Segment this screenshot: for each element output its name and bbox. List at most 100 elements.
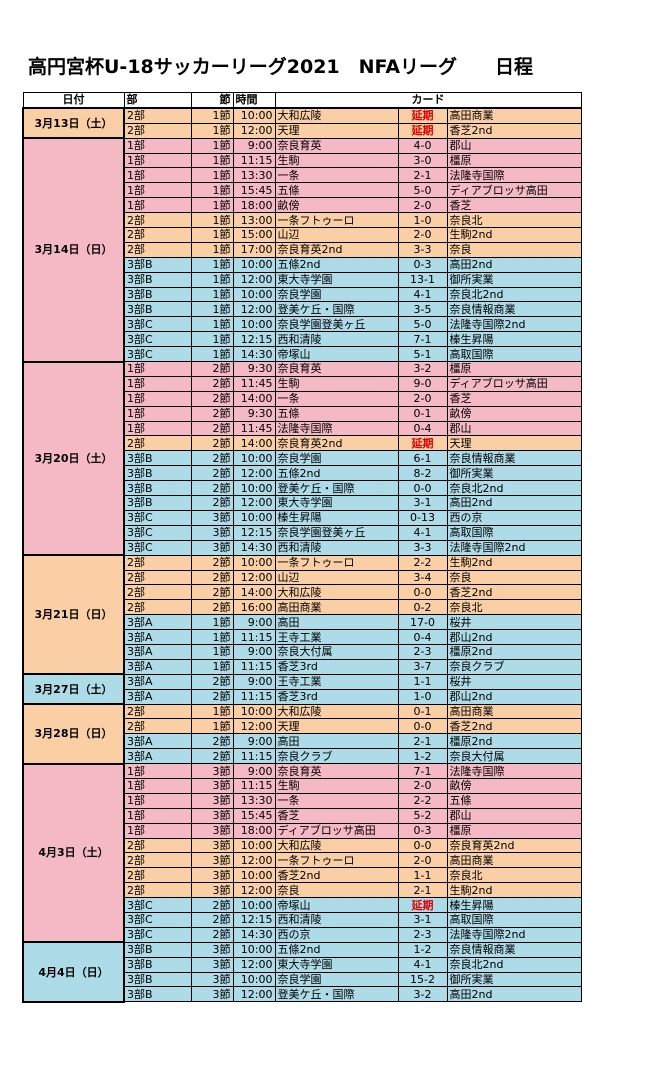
division: 2部 [123,107,192,124]
round: 2節 [190,688,234,705]
round: 3節 [190,792,234,809]
schedule-row: 3部B 2節 12:00 五條2nd 8-2 御所実業 [23,465,582,482]
home-team: 五條2nd [274,256,399,273]
score: 3-2 [397,986,448,1003]
away-team: 奈良育英2nd [446,837,582,854]
score: 3-4 [397,569,448,586]
score: 2-0 [397,777,448,794]
time: 12:15 [232,911,276,928]
time: 10:00 [232,703,276,720]
away-team: 天理 [446,435,582,452]
score: 延期 [397,897,448,913]
time: 14:00 [232,390,276,407]
round: 3節 [190,882,234,899]
away-team: 法隆寺国際2nd [446,316,582,333]
home-team: 奈良学園登美ヶ丘 [274,524,399,541]
away-team: 橿原2nd [446,643,582,660]
division: 3部C [123,539,192,556]
division: 3部A [123,658,192,675]
away-team: 橿原 [446,361,582,377]
score: 4-1 [397,524,448,541]
score: 0-0 [397,480,448,497]
schedule-row: 1部 1節 15:45 五條 5-0 ディアブロッサ高田 [23,182,582,199]
table-body: 3月13日（土） 2部 1節 10:00 大和広陵 延期 高田商業 2部 1節 12:00 天理 延期… [22,106,582,1003]
division: 1部 [123,197,192,214]
away-team: 奈良北2nd [446,480,582,497]
round: 1節 [190,301,234,318]
round: 2節 [190,569,234,586]
score: 0-3 [397,256,448,273]
away-team: ディアブロッサ高田 [446,182,582,199]
round: 1節 [190,152,234,169]
round: 2節 [190,495,234,511]
schedule-row: 1部 3節 18:00 ディアブロッサ高田 0-3 橿原 [23,822,582,839]
time: 10:00 [232,867,276,884]
score: 延期 [397,435,448,452]
score: 2-0 [397,852,448,869]
time: 12:00 [232,852,276,869]
round: 3節 [190,822,234,839]
home-team: 奈良育英 [274,763,399,779]
schedule-row: 3部B 3節 10:00 奈良学園 15-2 御所実業 [23,971,582,988]
home-team: 五條 [274,405,399,422]
division: 3部C [123,911,192,928]
round: 1節 [190,629,234,645]
home-team: 奈良育英 [274,361,399,377]
score: 2-3 [397,926,448,943]
schedule-row: 3部A 2節 11:15 奈良クラブ 1-2 奈良大付属 [23,748,582,765]
home-team: 奈良クラブ [274,748,399,765]
time: 13:30 [232,792,276,809]
score: 1-1 [397,867,448,884]
schedule-row: 1部 2節 11:45 法隆寺国際 0-4 郡山 [23,420,582,437]
away-team: 御所実業 [446,971,582,988]
home-team: 五條2nd [274,941,399,958]
time: 14:30 [232,346,276,363]
round: 1節 [190,346,234,363]
schedule-row: 3部C 2節 12:15 西和清陵 3-1 高取国際 [23,911,582,928]
header-cell: 時間 [232,91,276,109]
score: 3-2 [397,361,448,377]
division: 3部B [123,286,192,303]
time: 9:30 [232,361,276,377]
schedule-row: 3月28日（日） 2部 1節 10:00 大和広陵 0-1 高田商業 [22,703,582,765]
score: 3-0 [397,152,448,169]
time: 10:00 [232,509,276,526]
score: 2-0 [397,197,448,214]
away-team: 香芝 [446,197,582,214]
schedule-row: 3部C 1節 14:30 帝塚山 5-1 高取国際 [23,346,582,363]
home-team: 香芝3rd [274,688,399,705]
schedule-row: 3月20日（土） 1部 2節 9:30 奈良育英 3-2 橿原 [22,360,582,557]
time: 14:30 [232,539,276,556]
schedule-row: 3部A 2節 11:15 香芝3rd 1-0 郡山2nd [23,688,582,705]
score: 延期 [397,122,448,139]
score: 2-3 [397,643,448,660]
schedule-row: 3部B 3節 12:00 東大寺学園 4-1 奈良北2nd [23,956,582,973]
home-team: 奈良大付属 [274,643,399,660]
time: 11:15 [232,629,276,645]
division: 1部 [123,763,192,779]
division: 2部 [123,852,192,869]
division: 3部C [123,524,192,541]
schedule-row: 4月3日（土） 1部 3節 9:00 奈良育英 7-1 法隆寺国際 [22,762,582,944]
schedule-row: 2部 3節 12:00 奈良 2-1 生駒2nd [23,882,582,899]
away-team: 高田2nd [446,986,582,1003]
score: 2-1 [397,167,448,184]
time: 12:00 [232,465,276,482]
division: 1部 [123,777,192,794]
round: 1節 [190,227,234,243]
division: 2部 [123,227,192,243]
date-cell: 3月28日（日） [22,703,125,765]
round: 1節 [190,703,234,720]
home-team: 登美ケ丘・国際 [274,480,399,497]
home-team: 高田商業 [274,599,399,616]
time: 12:00 [232,718,276,735]
time: 9:00 [232,137,276,154]
time: 11:45 [232,420,276,437]
division: 3部B [123,465,192,482]
away-team: 奈良クラブ [446,658,582,675]
time: 9:30 [232,405,276,422]
home-team: 奈良 [274,882,399,899]
round: 3節 [190,852,234,869]
division: 3部A [123,643,192,660]
home-team: 山辺 [274,569,399,586]
